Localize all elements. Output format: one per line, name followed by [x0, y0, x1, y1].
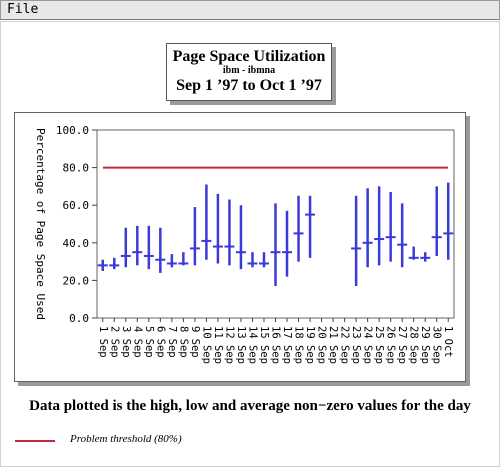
y-tick-label: 20.0: [63, 274, 90, 287]
x-tick-label: 21 Sep: [327, 326, 339, 364]
y-axis-title: Percentage of Page Space Used: [34, 128, 47, 320]
x-tick-label: 4 Sep: [131, 326, 143, 358]
x-tick-label: 3 Sep: [120, 326, 132, 358]
x-tick-label: 7 Sep: [166, 326, 178, 358]
legend: Problem threshold (80%): [0, 431, 182, 451]
file-menu[interactable]: File: [7, 2, 38, 17]
x-tick-label: 6 Sep: [154, 326, 166, 358]
x-tick-label: 28 Sep: [408, 326, 420, 364]
x-tick-label: 1 Sep: [97, 326, 109, 358]
y-tick-label: 0.0: [69, 312, 89, 325]
chart-date-range: Sep 1 ’97 to Oct 1 ’97: [176, 77, 322, 94]
x-tick-label: 19 Sep: [304, 326, 316, 364]
x-tick-label: 13 Sep: [235, 326, 247, 364]
x-tick-label: 11 Sep: [212, 326, 224, 364]
x-tick-label: 22 Sep: [339, 326, 351, 364]
y-tick-label: 100.0: [56, 124, 89, 137]
y-tick-label: 80.0: [63, 162, 90, 175]
file-menu-label: File: [7, 2, 39, 17]
x-tick-label: 1 Oct: [442, 326, 454, 358]
x-tick-label: 20 Sep: [316, 326, 328, 364]
menu-bar: File: [0, 0, 500, 20]
x-tick-label: 29 Sep: [419, 326, 431, 364]
x-tick-label: 18 Sep: [293, 326, 305, 364]
chart-subtitle: ibm - ibmna: [222, 65, 276, 76]
x-tick-label: 15 Sep: [258, 326, 270, 364]
x-tick-label: 23 Sep: [350, 326, 362, 364]
x-tick-label: 26 Sep: [385, 326, 397, 364]
x-tick-label: 27 Sep: [396, 326, 408, 364]
x-tick-label: 10 Sep: [200, 326, 212, 364]
x-tick-label: 2 Sep: [108, 326, 120, 358]
chart-title: Page Space Utilization: [172, 48, 326, 65]
legend-threshold-label: Problem threshold (80%): [70, 433, 182, 445]
x-tick-label: 14 Sep: [246, 326, 258, 364]
x-tick-label: 12 Sep: [223, 326, 235, 364]
y-tick-label: 60.0: [63, 199, 90, 212]
x-tick-label: 25 Sep: [373, 326, 385, 364]
x-tick-label: 24 Sep: [362, 326, 374, 364]
x-tick-label: 16 Sep: [270, 326, 282, 364]
legend-threshold-swatch: [15, 440, 55, 442]
x-tick-label: 30 Sep: [431, 326, 443, 364]
x-tick-label: 17 Sep: [281, 326, 293, 364]
x-tick-label: 8 Sep: [177, 326, 189, 358]
x-tick-label: 5 Sep: [143, 326, 155, 358]
chart-title-box: Page Space Utilization ibm - ibmna Sep 1…: [166, 43, 332, 101]
chart-svg: 0.0 20.0 40.0 60.0 80.0 100.0 Percentage of Pa…: [34, 124, 455, 364]
chart-footnote: Data plotted is the high, low and averag…: [29, 398, 471, 414]
x-tick-label: 9 Sep: [189, 326, 201, 358]
chart-panel: 0.0 20.0 40.0 60.0 80.0 100.0 Percentage of Pa…: [14, 112, 466, 382]
y-tick-label: 40.0: [63, 237, 90, 250]
